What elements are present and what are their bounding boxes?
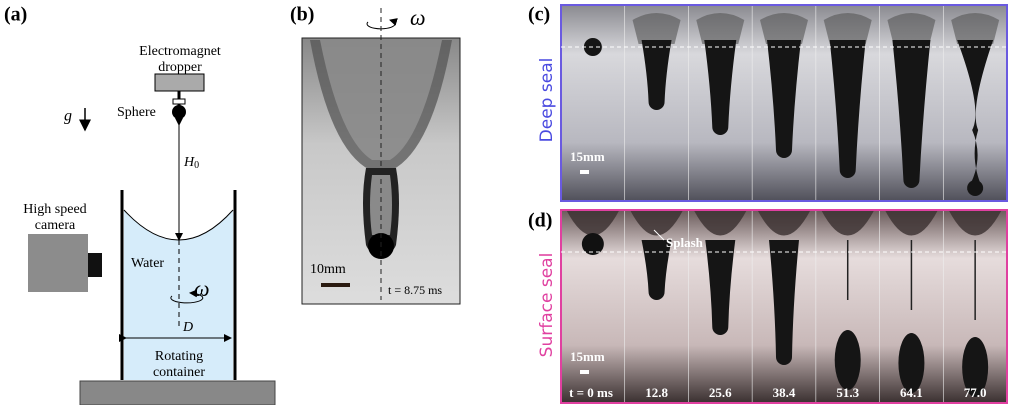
rotation-label: ω — [410, 5, 426, 30]
splash — [887, 13, 936, 44]
splash — [694, 211, 747, 236]
time-label: 64.1 — [900, 385, 923, 400]
sphere-label: Sphere — [117, 105, 156, 120]
camera-label: High speed — [23, 202, 86, 217]
cavity — [641, 240, 672, 300]
time-label: 12.8 — [645, 385, 668, 400]
splash — [760, 13, 808, 44]
panel-label: (b) — [290, 4, 314, 26]
sphere — [967, 180, 984, 196]
rotation-arrow — [170, 289, 204, 304]
time-label: 38.4 — [773, 385, 796, 400]
camera — [28, 234, 88, 292]
rotation-arrow — [366, 18, 398, 30]
water-label: Water — [131, 256, 164, 271]
scale-bar — [580, 370, 589, 374]
water-surface — [123, 209, 234, 241]
diameter-label: D — [182, 320, 193, 335]
gravity-label: g — [64, 108, 72, 125]
annotation: Splash — [666, 235, 704, 250]
container-label: Rotating — [155, 349, 203, 364]
cavity — [834, 330, 861, 390]
cavity — [898, 333, 925, 393]
panel-label: (a) — [4, 4, 27, 26]
splash — [821, 211, 874, 236]
cavity — [705, 240, 736, 335]
cavity — [641, 40, 672, 110]
dropper-label: Electromagnet — [139, 44, 221, 59]
side-label: Surface seal — [537, 253, 557, 358]
time-label: 77.0 — [964, 385, 987, 400]
cavity — [829, 40, 866, 178]
time-label: 51.3 — [836, 385, 859, 400]
rotation-label: ω — [194, 276, 210, 301]
splash — [566, 211, 619, 236]
container-label: container — [153, 365, 205, 380]
sphere — [581, 233, 604, 255]
splash — [632, 13, 681, 44]
panel-label: (d) — [528, 210, 552, 232]
side-label: Deep seal — [537, 58, 557, 143]
base — [79, 380, 276, 405]
cavity — [767, 40, 801, 158]
splash — [823, 13, 872, 44]
cavity — [769, 240, 799, 365]
time-label: t = 8.75 ms — [388, 283, 442, 297]
height-label: H0 — [183, 155, 199, 171]
time-label: 25.6 — [709, 385, 732, 400]
cavity — [957, 40, 994, 190]
dropper — [154, 73, 205, 92]
frames: t = 0 ms 12.8 25.6 38.4 51.3 64.1 77.0 — [566, 211, 1002, 402]
scale-label: 15mm — [570, 149, 605, 164]
cavity — [370, 175, 392, 235]
cavity — [962, 337, 989, 397]
cavity — [892, 40, 931, 188]
camera-label: camera — [35, 218, 76, 233]
dropper-tip — [172, 98, 186, 105]
cavity — [704, 40, 737, 135]
panel-label: (c) — [528, 4, 550, 26]
splash — [951, 13, 1000, 44]
splash — [885, 211, 938, 236]
sphere — [172, 105, 186, 119]
time-label: t = 0 ms — [569, 385, 613, 400]
scale-bar — [580, 170, 589, 174]
scale-label: 10mm — [310, 262, 346, 277]
splash — [630, 211, 683, 236]
scale-bar — [321, 283, 350, 287]
frames — [583, 6, 1000, 200]
scale-label: 15mm — [570, 349, 605, 364]
annotation-line — [653, 229, 665, 241]
dropper-label: dropper — [158, 60, 202, 75]
splash — [758, 211, 810, 236]
splash — [696, 13, 745, 44]
camera-lens — [88, 253, 102, 277]
splash — [949, 211, 1002, 236]
